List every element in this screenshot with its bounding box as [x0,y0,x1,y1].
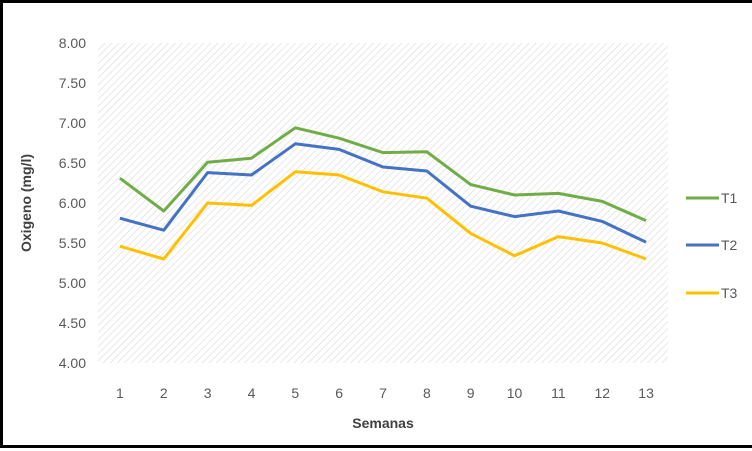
x-axis-ticks: 1 2 3 4 5 6 7 8 9 10 11 12 13 [116,385,654,401]
legend-label-t2: T2 [721,237,738,253]
x-tick-label: 5 [291,385,299,401]
series-layer [119,126,647,261]
legend-label-t3: T3 [721,285,738,301]
x-tick-label: 12 [594,385,610,401]
y-tick-label: 6.00 [59,195,86,211]
y-axis-title: Oxigeno (mg/l) [18,154,34,252]
y-tick-label: 7.50 [59,75,86,91]
x-tick-label: 10 [507,385,523,401]
y-tick-label: 8.00 [59,35,86,51]
x-tick-label: 6 [335,385,343,401]
x-tick-label: 8 [423,385,431,401]
x-tick-label: 13 [638,385,654,401]
x-tick-label: 7 [379,385,387,401]
x-tick-label: 11 [551,385,566,401]
y-tick-label: 5.00 [59,275,86,291]
y-tick-label: 6.50 [59,155,86,171]
x-tick-label: 4 [248,385,256,401]
x-tick-label: 1 [116,385,124,401]
legend: T1 T2 T3 [686,190,738,301]
series-line-t3 [119,170,647,261]
x-tick-label: 9 [467,385,475,401]
y-tick-label: 4.50 [59,315,86,331]
plot-area [98,43,668,363]
y-tick-label: 5.50 [59,235,86,251]
x-axis-title: Semanas [352,415,414,431]
y-tick-label: 7.00 [59,115,86,131]
legend-label-t1: T1 [721,190,738,206]
x-tick-label: 2 [160,385,168,401]
series-line-t2 [119,142,647,244]
y-tick-label: 4.00 [59,355,86,371]
x-tick-label: 3 [204,385,212,401]
series-line-t1 [119,126,647,222]
y-axis-ticks: 4.00 4.50 5.00 5.50 6.00 6.50 7.00 7.50 8.00 [59,35,86,371]
